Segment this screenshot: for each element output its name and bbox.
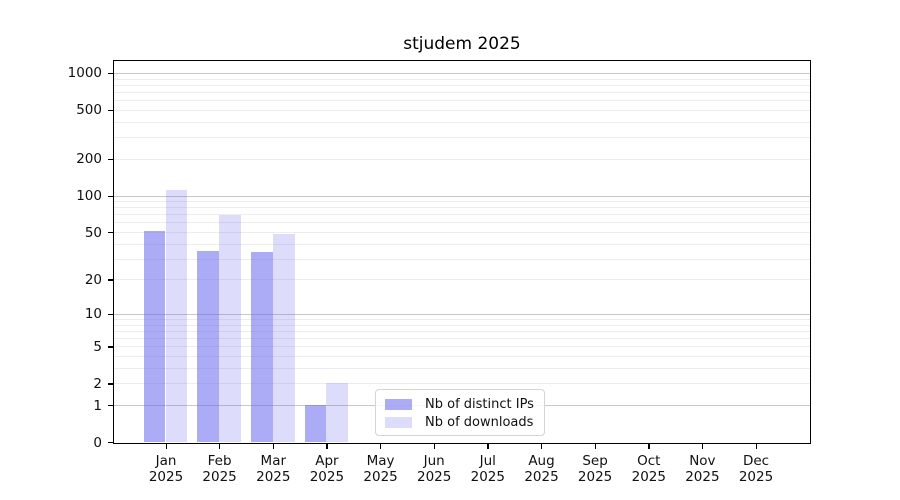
x-tick-label-feb: Feb 2025 [202,453,237,485]
x-tick-label-jul: Jul 2025 [470,453,505,485]
y-tick-label: 10 [84,306,102,323]
y-tick-label: 0 [93,434,102,451]
gridline-2 [114,383,810,385]
y-tick-mark [107,346,114,348]
y-tick-mark [107,279,114,281]
x-tick-label-sep: Sep 2025 [577,453,613,485]
x-tick-label-jun: Jun 2025 [417,453,452,485]
gridline-200 [114,158,810,160]
gridline-600 [114,100,810,102]
y-tick-mark [107,232,114,234]
x-tick-label-oct: Oct 2025 [631,453,666,485]
gridline-400 [114,121,810,123]
x-tick-mark [648,444,650,449]
x-tick-mark [594,444,596,449]
legend: Nb of distinct IPs Nb of downloads [375,389,545,436]
legend-item: Nb of distinct IPs [385,396,536,413]
chart-title: stjudem 2025 [403,34,521,54]
y-tick-label: 2 [93,375,102,392]
y-tick-label: 500 [76,102,102,119]
x-tick-label-mar: Mar 2025 [256,453,291,485]
bar-nb-of-downloads-mar [272,234,295,442]
y-tick-mark [107,405,114,407]
gridline-20 [114,279,810,281]
x-tick-label-may: May 2025 [363,453,398,485]
legend-label: Nb of downloads [425,414,534,430]
x-tick-label-jan: Jan 2025 [148,453,184,485]
gridline-30 [114,258,810,260]
gridline-1000 [114,72,810,74]
x-tick-label-dec: Dec 2025 [738,453,774,485]
gridline-6 [114,338,810,340]
bar-nb-of-distinct-ips-jan [143,230,166,442]
bar-nb-of-downloads-jan [165,190,188,442]
bar-nb-of-distinct-ips-apr [304,405,327,442]
x-tick-mark [755,444,757,449]
x-tick-mark [165,444,167,449]
y-tick-label: 100 [76,188,102,204]
y-tick-mark [107,442,114,444]
x-tick-mark [326,444,328,449]
y-tick-mark [107,195,114,197]
gridline-800 [114,84,810,86]
x-tick-mark [487,444,489,449]
gridline-7 [114,330,810,332]
gridline-70 [114,214,810,216]
x-tick-mark [380,444,382,449]
y-tick-label: 1000 [67,65,102,82]
gridline-8 [114,324,810,326]
x-tick-mark [272,444,275,449]
y-tick-label: 5 [93,338,102,355]
gridline-300 [114,137,810,139]
bar-nb-of-downloads-feb [219,215,241,442]
x-tick-mark [541,444,543,449]
y-tick-mark [107,109,114,112]
legend-swatch-icon [385,416,412,428]
gridline-100 [114,195,810,197]
x-tick-mark [433,444,436,449]
y-tick-label: 50 [84,224,102,241]
x-tick-mark [701,444,704,449]
gridline-60 [114,222,810,224]
gridline-5 [114,346,810,348]
bar-nb-of-downloads-apr [326,383,349,442]
x-tick-label-nov: Nov 2025 [685,453,720,485]
gridline-9 [114,319,810,320]
gridline-900 [114,78,810,80]
gridline-700 [114,92,810,93]
bar-nb-of-distinct-ips-feb [197,250,220,442]
legend-swatch-icon [385,399,412,411]
legend-label: Nb of distinct IPs [425,397,534,413]
gridline-90 [114,201,810,202]
y-tick-mark [107,313,114,316]
y-tick-mark [107,383,114,385]
y-tick-label: 1 [93,397,102,414]
bar-nb-of-distinct-ips-mar [251,252,273,442]
gridline-80 [114,207,810,209]
gridline-4 [114,356,810,357]
gridline-50 [114,232,810,233]
y-tick-label: 20 [84,271,102,288]
gridline-10 [114,313,810,315]
y-tick-mark [107,158,114,161]
y-tick-mark [107,72,114,75]
gridline-40 [114,243,810,245]
x-tick-mark [219,444,221,449]
legend-item: Nb of downloads [385,414,536,431]
x-tick-label-apr: Apr 2025 [309,453,345,485]
y-tick-label: 200 [76,151,102,168]
x-tick-label-aug: Aug 2025 [524,453,559,485]
gridline-500 [114,109,810,111]
gridline-3 [114,367,810,369]
plot-area: Nb of distinct IPs Nb of downloads [113,60,811,444]
